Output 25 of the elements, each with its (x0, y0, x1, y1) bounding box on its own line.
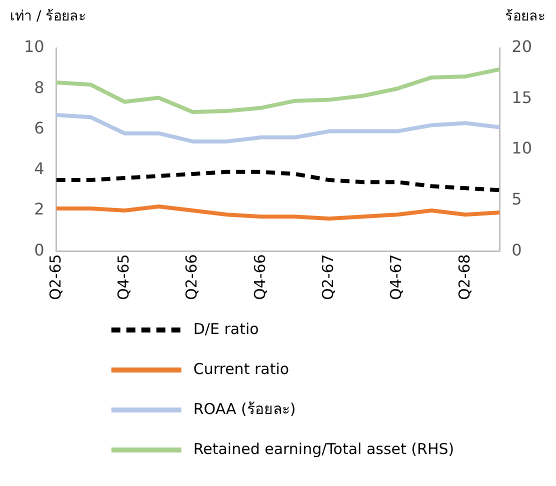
y-tick-label: 4 (34, 159, 44, 178)
y2-tick-label: 15 (512, 88, 532, 107)
x-tick-label: Q2-66 (182, 254, 201, 300)
legend-label: ROAA (ร้อยละ) (193, 400, 296, 418)
legend-label: Retained earning/Total asset (RHS) (193, 440, 454, 458)
y2-tick-label: 5 (512, 190, 522, 209)
y-tick-label: 0 (34, 240, 44, 260)
y-tick-label: 10 (24, 37, 44, 56)
legend-label: D/E ratio (193, 320, 259, 338)
x-tick-label: Q4-65 (114, 254, 132, 300)
y-tick-label: 2 (34, 200, 44, 219)
y-axis-title: เท่า / ร้อยละ (10, 8, 87, 25)
y2-tick-label: 0 (512, 240, 522, 260)
y2-tick-label: 20 (512, 37, 532, 56)
line-series (54, 170, 502, 192)
y2-tick-label: 10 (512, 138, 532, 158)
x-tick-label: Q4-67 (387, 254, 406, 300)
x-tick-label: Q2-67 (319, 254, 338, 300)
x-tick-label: Q4-66 (250, 254, 269, 300)
x-tick-label: Q2-65 (46, 254, 64, 300)
y-tick-label: 8 (34, 78, 44, 97)
y-tick-label: 6 (34, 118, 44, 138)
legend-label: Current ratio (193, 360, 290, 378)
y2-axis-title: ร้อยละ (505, 8, 546, 25)
x-tick-label: Q2-68 (455, 254, 474, 300)
